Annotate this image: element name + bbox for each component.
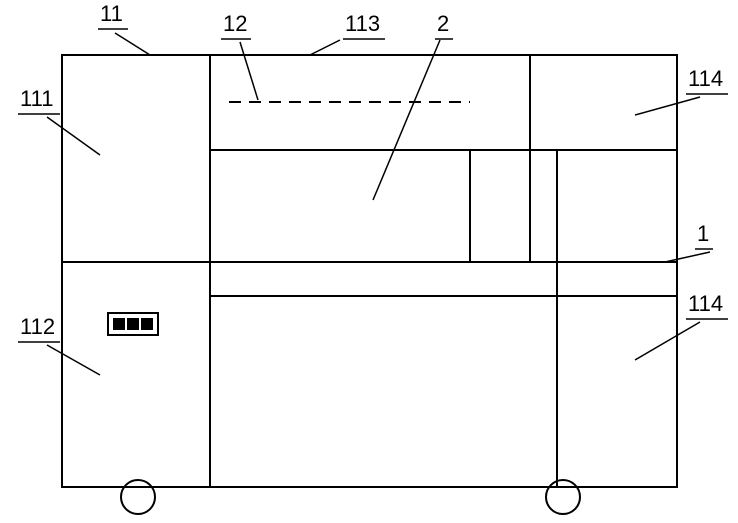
port-square-1 — [127, 318, 139, 330]
port-panel — [108, 313, 158, 335]
label-leader-112 — [47, 345, 100, 375]
technical-diagram: 11 12 113 2 111 112 114 1 114 — [0, 0, 738, 523]
label-leader-111 — [47, 117, 100, 155]
label-112: 112 — [20, 314, 55, 339]
label-1: 1 — [697, 221, 709, 246]
label-leader-12 — [240, 42, 258, 100]
wheel-1 — [546, 480, 580, 514]
label-12: 12 — [223, 11, 247, 36]
label-leader-2 — [373, 40, 440, 200]
label-113: 113 — [345, 11, 380, 36]
wheels — [121, 480, 580, 514]
inner-partition-lines — [62, 55, 677, 487]
main-body-rect — [62, 55, 677, 487]
label-leader-11 — [115, 33, 150, 55]
label-leader-1 — [665, 252, 710, 262]
label-leader-114_top — [635, 97, 700, 115]
label-114_top: 114 — [688, 66, 723, 91]
wheel-0 — [121, 480, 155, 514]
label-2: 2 — [437, 11, 449, 36]
port-square-0 — [113, 318, 125, 330]
label-leader-114_bot — [635, 322, 700, 360]
label-111: 111 — [20, 86, 53, 111]
label-114_bot: 114 — [688, 291, 723, 316]
label-leader-113 — [310, 40, 340, 55]
port-square-2 — [141, 318, 153, 330]
label-11: 11 — [100, 1, 123, 26]
